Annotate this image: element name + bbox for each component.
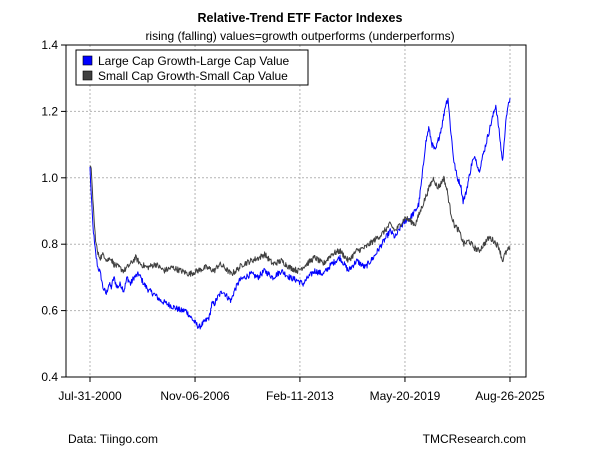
x-tick-label: Feb-11-2013 [266, 389, 334, 403]
y-axis: 0.4 0.6 0.8 1.0 1.2 1.4 [41, 38, 66, 384]
x-tick-label: Aug-26-2025 [475, 389, 545, 403]
footer-credit: TMCResearch.com [423, 432, 526, 446]
legend: Large Cap Growth-Large Cap Value Small C… [75, 49, 309, 86]
y-tick-label: 0.6 [41, 304, 58, 318]
legend-swatch-small-cap [82, 70, 93, 81]
footer-source: Data: Tiingo.com [68, 432, 158, 446]
y-tick-label: 1.4 [41, 38, 58, 52]
x-tick-label: Nov-06-2006 [160, 389, 230, 403]
y-tick-label: 1.2 [41, 104, 58, 118]
series-line-large-cap [89, 97, 511, 330]
x-tick-label: Jul-31-2000 [58, 389, 122, 403]
chart-subtitle: rising (falling) values=growth outperfor… [145, 29, 454, 43]
series-layer [89, 97, 511, 330]
legend-label-small-cap: Small Cap Growth-Small Cap Value [98, 69, 288, 83]
legend-box [75, 49, 309, 86]
grid [66, 44, 526, 378]
x-axis: Jul-31-2000 Nov-06-2006 Feb-11-2013 May-20-… [58, 377, 545, 403]
series-line-small-cap [89, 165, 511, 277]
plot-frame [65, 44, 527, 378]
legend-label-large-cap: Large Cap Growth-Large Cap Value [98, 54, 290, 68]
chart-title: Relative-Trend ETF Factor Indexes [198, 11, 403, 25]
y-tick-label: 0.4 [41, 370, 58, 384]
legend-swatch-large-cap [82, 55, 93, 66]
y-tick-label: 0.8 [41, 237, 58, 251]
y-tick-label: 1.0 [41, 171, 58, 185]
x-tick-label: May-20-2019 [370, 389, 441, 403]
